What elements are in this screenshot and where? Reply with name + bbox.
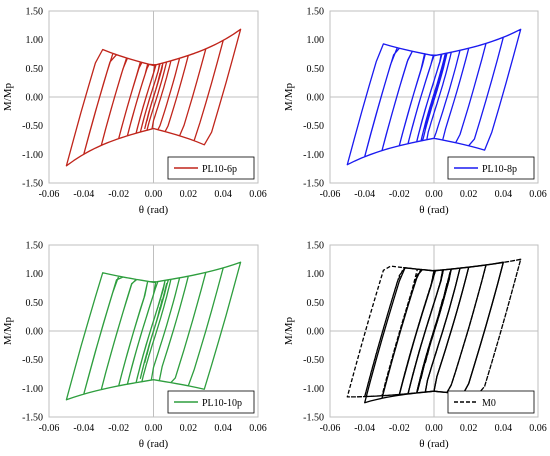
chart-panel: -0.06 -0.04 -0.02 0.00 0.02 0.04 0.06 1.50 1.00 0… (283, 241, 547, 451)
legend-box (167, 156, 255, 180)
y-tick-label: -1.50 (303, 413, 324, 424)
y-tick-label: 1.50 (26, 241, 44, 252)
x-tick-label: -0.04 (73, 189, 94, 200)
y-axis-label: M/Mp (283, 316, 295, 345)
y-tick-label: -1.00 (22, 384, 43, 395)
legend-label: PL10-10p (202, 398, 242, 409)
x-tick-label: 0.04 (214, 423, 232, 434)
y-tick-label: 0.50 (307, 64, 325, 75)
y-tick-label: 0.00 (307, 327, 325, 338)
x-tick-label: 0.06 (249, 189, 267, 200)
x-tick-label: -0.02 (389, 423, 410, 434)
x-tick-label: -0.04 (354, 423, 375, 434)
y-tick-label: 1.00 (26, 269, 44, 280)
x-tick-label: 0.04 (495, 423, 513, 434)
x-tick-label: -0.06 (39, 423, 60, 434)
y-tick-label: -1.50 (303, 179, 324, 190)
x-tick-label: 0.06 (529, 189, 547, 200)
x-tick-label: -0.02 (108, 189, 129, 200)
legend-label: PL10-8p (482, 164, 517, 175)
legend-box (447, 156, 535, 180)
x-tick-label: -0.06 (320, 189, 341, 200)
x-axis-label: θ (rad) (139, 204, 169, 216)
y-tick-label: 0.50 (26, 298, 44, 309)
x-tick-label: 0.02 (180, 423, 198, 434)
y-tick-label: 1.00 (307, 35, 325, 46)
y-tick-label: 0.00 (307, 93, 325, 104)
y-tick-label: 0.00 (26, 93, 44, 104)
y-tick-label: 0.50 (26, 64, 44, 75)
y-tick-label: -0.50 (22, 121, 43, 132)
x-tick-label: -0.06 (39, 189, 60, 200)
x-tick-label: -0.04 (354, 189, 375, 200)
y-tick-label: -0.50 (303, 121, 324, 132)
x-tick-label: 0.00 (425, 189, 443, 200)
x-tick-label: 0.02 (180, 189, 198, 200)
y-tick-label: -1.00 (22, 150, 43, 161)
y-tick-label: 1.50 (307, 241, 325, 252)
y-tick-label: 1.00 (26, 35, 44, 46)
legend-label: M0 (482, 398, 496, 409)
x-tick-label: -0.02 (108, 423, 129, 434)
chart-panel: -0.06 -0.04 -0.02 0.00 0.02 0.04 0.06 1.50 1.00 0… (2, 241, 267, 451)
y-axis-label: M/Mp (283, 82, 295, 111)
x-tick-label: 0.04 (495, 189, 513, 200)
x-tick-label: 0.00 (425, 423, 443, 434)
y-tick-label: 0.00 (26, 327, 44, 338)
series-line (65, 28, 242, 167)
chart-panel: -0.06 -0.04 -0.02 0.00 0.02 0.04 0.06 1.50 1.00 0… (283, 7, 547, 217)
x-tick-label: -0.02 (389, 189, 410, 200)
x-tick-label: 0.00 (145, 423, 163, 434)
x-tick-label: -0.04 (73, 423, 94, 434)
legend-box (167, 390, 255, 414)
y-axis-label: M/Mp (2, 316, 14, 345)
y-axis-label: M/Mp (2, 82, 14, 111)
y-tick-label: 1.00 (307, 269, 325, 280)
x-tick-label: -0.06 (320, 423, 341, 434)
y-tick-label: -0.50 (22, 355, 43, 366)
y-tick-label: -1.00 (303, 384, 324, 395)
y-tick-label: 1.50 (307, 7, 325, 18)
series-line (346, 28, 522, 166)
legend-box (447, 390, 535, 414)
y-tick-label: -1.00 (303, 150, 324, 161)
y-tick-label: -1.50 (22, 179, 43, 190)
y-tick-label: -0.50 (303, 355, 324, 366)
x-tick-label: 0.00 (145, 189, 163, 200)
series-line (65, 261, 242, 401)
x-axis-label: θ (rad) (419, 204, 449, 216)
series-line (364, 261, 504, 404)
x-tick-label: 0.06 (529, 423, 547, 434)
x-tick-label: 0.02 (460, 423, 478, 434)
y-tick-label: 1.50 (26, 7, 44, 18)
y-tick-label: 0.50 (307, 298, 325, 309)
y-tick-label: -1.50 (22, 413, 43, 424)
x-axis-label: θ (rad) (139, 438, 169, 450)
x-tick-label: 0.04 (214, 189, 232, 200)
x-tick-label: 0.02 (460, 189, 478, 200)
x-tick-label: 0.06 (249, 423, 267, 434)
legend-label: PL10-6p (202, 164, 237, 175)
chart-panel: -0.06 -0.04 -0.02 0.00 0.02 0.04 0.06 1.50 1.00 0… (2, 7, 267, 217)
x-axis-label: θ (rad) (419, 438, 449, 450)
